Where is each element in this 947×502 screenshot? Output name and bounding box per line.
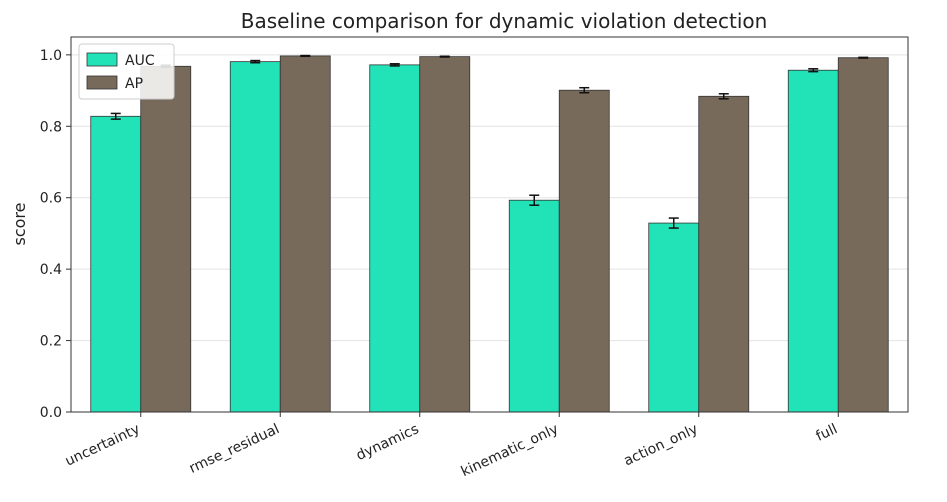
chart-title: Baseline comparison for dynamic violatio… xyxy=(241,9,768,33)
bar-ap-uncertainty xyxy=(140,65,192,413)
bar-auc-dynamics xyxy=(369,64,421,413)
error-bar-auc-full xyxy=(808,68,819,73)
y-tick-label: 0.2 xyxy=(40,334,62,350)
bar-ap-kinematic_only xyxy=(558,89,610,413)
bar-auc-full xyxy=(787,69,839,413)
y-tick-label: 0.8 xyxy=(40,119,62,135)
x-tick-label: uncertainty xyxy=(63,421,143,469)
y-tick-label: 0.0 xyxy=(40,405,62,421)
x-tick-labels: uncertainty rmse_residual dynamics kinemati… xyxy=(63,412,840,480)
bar-auc-uncertainty xyxy=(90,115,142,413)
bars xyxy=(90,55,889,413)
error-bar-ap-full xyxy=(858,56,869,59)
error-bar-ap-rmse_residual xyxy=(300,54,311,58)
grid-lines xyxy=(71,54,908,342)
bar-ap-action_only xyxy=(698,95,750,413)
error-bar-ap-action_only xyxy=(718,93,729,100)
bar-ap-rmse_residual xyxy=(279,55,331,413)
bar-ap-dynamics xyxy=(419,56,471,413)
bar-auc-rmse_residual xyxy=(229,61,281,413)
y-tick-label: 0.6 xyxy=(40,191,62,207)
y-tick-label: 1.0 xyxy=(40,48,62,64)
x-tick-label: full xyxy=(814,421,840,445)
y-tick-label: 0.4 xyxy=(40,262,62,278)
bar-auc-action_only xyxy=(648,222,700,413)
error-bars xyxy=(110,54,869,229)
plot-frame xyxy=(70,36,909,413)
legend: AUC AP xyxy=(78,43,175,100)
legend-swatch-ap xyxy=(86,75,118,90)
bar-auc-kinematic_only xyxy=(508,199,560,413)
legend-swatch-auc xyxy=(86,52,118,67)
bar-ap-full xyxy=(837,57,889,413)
error-bar-auc-action_only xyxy=(668,217,679,229)
y-tick-labels: 0.0 0.2 0.4 0.6 0.8 1.0 xyxy=(40,48,71,421)
error-bar-auc-kinematic_only xyxy=(529,194,540,206)
error-bar-auc-dynamics xyxy=(389,63,400,67)
legend-label-auc: AUC xyxy=(125,53,155,69)
y-axis-label: score xyxy=(10,203,29,246)
x-tick-label: dynamics xyxy=(354,421,422,464)
error-bar-ap-kinematic_only xyxy=(579,86,590,94)
x-tick-label: rmse_residual xyxy=(187,421,282,477)
axes xyxy=(70,36,909,413)
error-bar-auc-rmse_residual xyxy=(250,59,261,64)
error-bar-auc-uncertainty xyxy=(110,112,121,120)
legend-label-ap: AP xyxy=(125,76,143,92)
x-tick-label: kinematic_only xyxy=(459,421,561,480)
error-bar-ap-dynamics xyxy=(439,55,450,58)
x-tick-label: action_only xyxy=(621,421,700,469)
